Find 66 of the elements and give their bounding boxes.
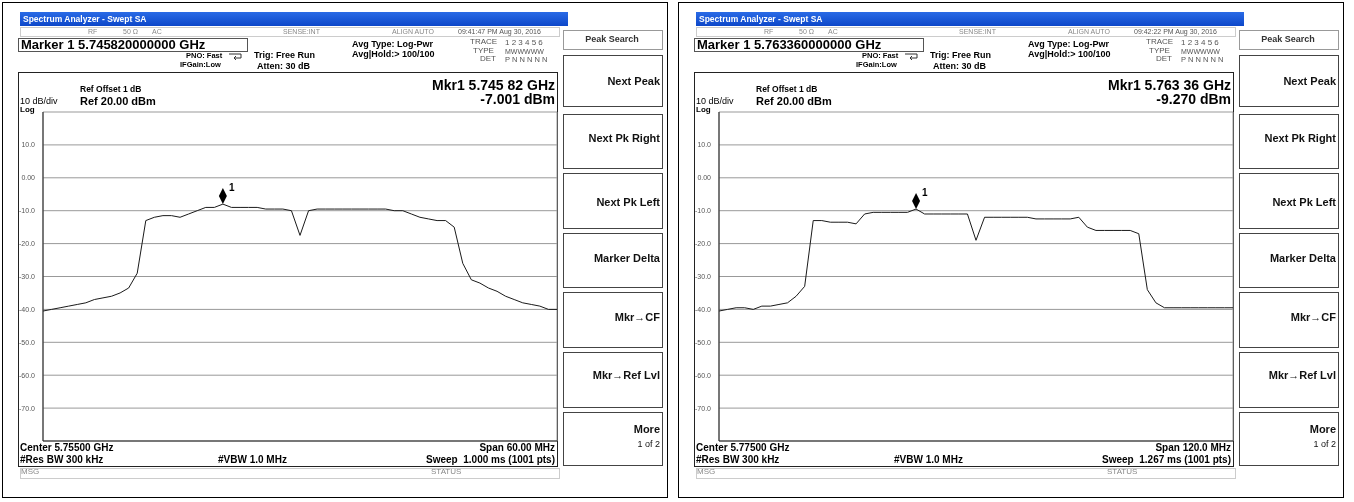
text: Avg Type: Log-Pwr [1028, 39, 1109, 50]
text: More [1309, 423, 1336, 436]
text: Ref 20.00 dBm [756, 95, 832, 108]
text: TYPE [1149, 46, 1170, 56]
text: Next Peak [607, 75, 660, 88]
text: Avg|Hold:> 100/100 [1028, 49, 1111, 60]
text: -9.270 dBm [1156, 91, 1231, 108]
text: Mkr1 5.745 82 GHz [432, 77, 555, 93]
text: Atten: 30 dB [257, 61, 311, 72]
text: Peak Search [584, 34, 640, 45]
text: Marker Delta [1269, 252, 1336, 265]
text: Next Pk Left [596, 196, 660, 209]
text: STATUS [1107, 467, 1138, 477]
text: DET [480, 54, 496, 64]
text: Marker 1 5.745820000000 GHz [21, 37, 206, 53]
text: TRACE [470, 37, 498, 47]
text: STATUS [431, 467, 462, 477]
text: DET [1156, 54, 1172, 64]
text: Mkr→CF [614, 311, 660, 324]
text: Atten: 30 dB [933, 61, 987, 72]
text: 1 2 3 4 5 6 [1181, 38, 1219, 48]
text: TYPE [473, 46, 494, 56]
text: Mkr→Ref Lvl [1268, 369, 1336, 382]
text: Ref Offset 1 dB [80, 84, 142, 95]
text: Mkr→Ref Lvl [592, 369, 660, 382]
text: Log [696, 105, 711, 115]
text: Span 120.0 MHz [1155, 442, 1231, 453]
text: 1 of 2 [1313, 439, 1336, 450]
text: Sweep 1.267 ms (1001 pts) [1102, 454, 1231, 465]
text: 10 dB/div [696, 96, 734, 107]
text: Sweep 1.000 ms (1001 pts) [426, 454, 555, 465]
text: Next Pk Right [1264, 132, 1336, 145]
text: Next Pk Left [1272, 196, 1336, 209]
text: More [633, 423, 660, 436]
text: Trig: Free Run [254, 50, 316, 61]
text: MSG [21, 467, 40, 477]
text: Mkr1 5.763 36 GHz [1108, 77, 1231, 93]
text: Marker Delta [593, 252, 660, 265]
text: #Res BW 300 kHz [696, 454, 780, 465]
text: Center 5.75500 GHz [20, 442, 114, 453]
text: Center 5.77500 GHz [696, 442, 790, 453]
text: 1 2 3 4 5 6 [505, 38, 543, 48]
text: Mkr→CF [1290, 311, 1336, 324]
text: -7.001 dBm [480, 91, 555, 108]
text: Ref 20.00 dBm [80, 95, 156, 108]
text: Trig: Free Run [930, 50, 992, 61]
text: Next Pk Right [588, 132, 660, 145]
annotation: 1 [228, 182, 235, 194]
text: 10 dB/div [20, 96, 58, 107]
text: #Res BW 300 kHz [20, 454, 104, 465]
text: Peak Search [1260, 34, 1316, 45]
text: Log [20, 105, 35, 115]
text: TRACE [1146, 37, 1174, 47]
text: 1 of 2 [637, 439, 660, 450]
text: Avg|Hold:> 100/100 [352, 49, 435, 60]
text: Ref Offset 1 dB [756, 84, 818, 95]
annotation: 1 [922, 187, 929, 199]
chart-title: Spectrum Analyzer - Swept SA [696, 12, 1244, 26]
text: Marker 1 5.763360000000 GHz [697, 37, 882, 53]
text: MSG [697, 467, 716, 477]
text: Next Peak [1283, 75, 1336, 88]
text: #VBW 1.0 MHz [218, 454, 287, 465]
chart-title: Spectrum Analyzer - Swept SA [20, 12, 568, 26]
text: Avg Type: Log-Pwr [352, 39, 433, 50]
text: Span 60.00 MHz [479, 442, 555, 453]
text: #VBW 1.0 MHz [894, 454, 963, 465]
